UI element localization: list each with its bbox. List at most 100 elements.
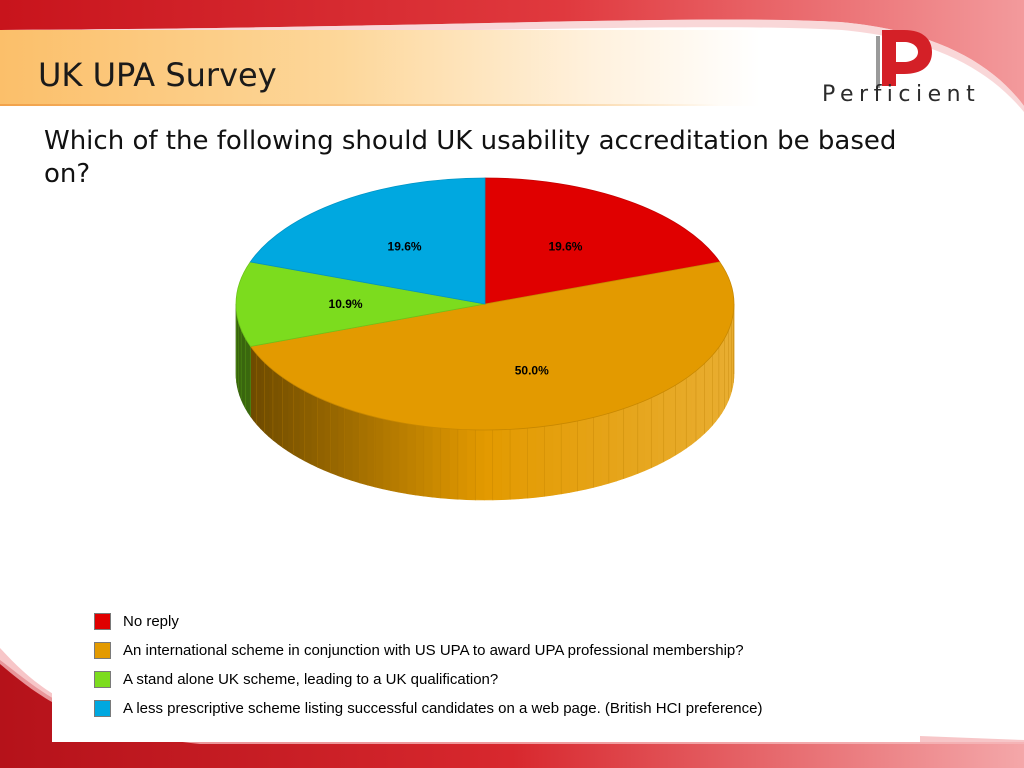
logo-wordmark: Perficient xyxy=(822,82,981,107)
pie-side-segment xyxy=(724,334,727,409)
pie-side-segment xyxy=(704,358,710,434)
pie-side-segment xyxy=(272,369,279,445)
pie-data-label: 10.9% xyxy=(329,297,363,311)
legend-label: An international scheme in conjunction w… xyxy=(123,641,744,659)
pie-side-segment xyxy=(577,418,587,492)
pie-side-segment xyxy=(330,402,339,477)
legend-item: No reply xyxy=(94,610,179,632)
slide-title: UK UPA Survey xyxy=(38,56,277,94)
pie-side-segment xyxy=(415,424,425,497)
pie-side-segment xyxy=(277,373,284,449)
legend-item: A less prescriptive scheme listing succe… xyxy=(94,697,762,719)
pie-side-segment xyxy=(518,427,528,500)
pie-side-segment xyxy=(247,341,251,418)
pie-side-segment xyxy=(406,423,416,496)
pie-side-segment xyxy=(457,428,468,500)
pie-side-segment xyxy=(721,337,725,415)
pie-side-segment xyxy=(637,400,646,474)
pie-side-segment xyxy=(501,429,511,501)
top-swoosh xyxy=(0,0,1024,106)
pie-side-segment xyxy=(282,376,289,452)
pie-side-segment xyxy=(593,414,602,488)
pie-side-segment xyxy=(337,405,346,479)
pie-side-segment xyxy=(268,365,274,441)
pie-side-segment xyxy=(382,418,392,492)
pie-side-segment xyxy=(317,396,325,471)
pie-side-segment xyxy=(630,402,639,477)
pie-side-segment xyxy=(675,381,682,456)
legend-swatch xyxy=(94,670,111,688)
legend-label: No reply xyxy=(123,612,179,630)
pie-side-segment xyxy=(708,354,713,431)
pie-side-segment xyxy=(651,394,658,469)
legend-swatch xyxy=(94,699,111,717)
bottom-swoosh xyxy=(0,660,1024,768)
pie-slice xyxy=(484,177,721,305)
pie-side-segment xyxy=(310,393,318,468)
pie-side-segment xyxy=(552,423,562,496)
pie-side-segment xyxy=(569,420,579,493)
pie-side-segment xyxy=(483,429,494,501)
pie-side-segment xyxy=(510,428,520,500)
perficient-logo-icon xyxy=(876,30,932,88)
pie-slice xyxy=(249,177,486,305)
pie-side-segment xyxy=(323,399,332,474)
pie-side-segment xyxy=(715,346,720,423)
pie-side-segment xyxy=(287,380,294,456)
pie-side-segment xyxy=(304,390,312,465)
pie-side-segment xyxy=(432,426,442,499)
pie-side-segment xyxy=(685,373,692,449)
pie-side-segment xyxy=(669,384,676,459)
pie-side-segment xyxy=(366,414,376,488)
pie-side-segment xyxy=(561,422,570,495)
pie-side-segment xyxy=(253,349,258,426)
pie-side-segment xyxy=(690,370,697,446)
pie-side-segment xyxy=(544,424,554,497)
pie-side-segment xyxy=(390,420,400,493)
pie-side-segment xyxy=(359,412,368,486)
pie-side-segment xyxy=(616,408,625,482)
pie-side-segment xyxy=(663,387,671,463)
legend-swatch xyxy=(94,612,111,630)
pie-data-label: 19.6% xyxy=(548,239,582,253)
pie-side-segment xyxy=(298,387,306,462)
pie-side-segment xyxy=(374,416,384,490)
pie-slice xyxy=(249,261,735,431)
pie-side-segment xyxy=(440,427,450,500)
pie-side-segment xyxy=(712,350,717,427)
legend-label: A stand alone UK scheme, leading to a UK… xyxy=(123,670,499,688)
pie-side-segment xyxy=(264,361,270,438)
pie-side-segment xyxy=(601,412,610,486)
pie-side-segment xyxy=(344,407,353,481)
pie-side-segment xyxy=(293,384,300,459)
pie-data-label: 19.6% xyxy=(388,239,422,253)
pie-slice xyxy=(235,261,486,347)
pie-side-segment xyxy=(398,421,408,495)
pie-side-segment xyxy=(608,410,617,484)
pie-side-segment xyxy=(250,345,254,422)
pie-side-segment xyxy=(680,377,687,453)
legend-swatch xyxy=(94,641,111,659)
pie-side-segment xyxy=(623,405,632,480)
title-underline xyxy=(0,104,720,106)
pie-side-segment xyxy=(535,425,545,498)
pie-side-segment xyxy=(256,353,261,430)
pie-side-segment xyxy=(695,366,701,442)
pie-side-segment xyxy=(585,416,594,490)
pie-side-segment xyxy=(700,362,706,438)
pie-data-label: 50.0% xyxy=(515,363,549,377)
pie-side-segment xyxy=(527,426,537,499)
pie-side-segment xyxy=(449,428,459,500)
survey-question: Which of the following should UK usabili… xyxy=(44,126,897,189)
chart-legend: No reply An international scheme in conj… xyxy=(52,600,920,742)
pie-side-segment xyxy=(260,357,265,434)
legend-item: An international scheme in conjunction w… xyxy=(94,639,744,661)
pie-side-segment xyxy=(466,429,476,501)
pie-side-segment xyxy=(492,429,502,501)
pie-side-segment xyxy=(657,391,665,466)
pie-side-segment xyxy=(423,425,433,498)
pie-side-segment xyxy=(475,429,485,501)
pie-side-segment xyxy=(245,337,249,414)
